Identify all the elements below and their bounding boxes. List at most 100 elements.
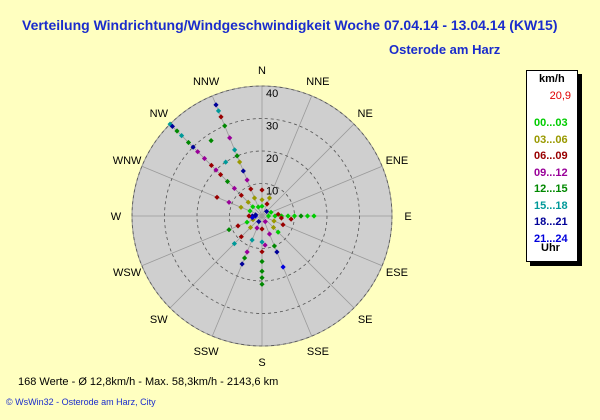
data-point (218, 172, 224, 178)
rose-spoke (261, 215, 313, 337)
rose-spoke (261, 165, 383, 217)
rose-ring (164, 118, 360, 314)
ring-label: 10 (266, 186, 278, 198)
data-point (222, 123, 228, 129)
data-point (169, 123, 175, 129)
direction-label: SE (358, 314, 373, 326)
data-point (259, 275, 265, 281)
data-point (238, 192, 244, 198)
data-point (247, 208, 253, 214)
rose-labels: 10 20 30 40N NNE NE ENE E ESE SE SSE S SSW SW WSW W WNW N… (111, 65, 412, 369)
data-point (238, 234, 244, 240)
direction-label: NNW (193, 76, 220, 88)
data-point (259, 239, 265, 245)
data-point (245, 199, 251, 205)
data-point (259, 203, 265, 209)
data-point (218, 114, 224, 120)
direction-label: NW (150, 108, 169, 120)
data-point (223, 159, 229, 165)
data-point (298, 213, 304, 219)
data-point (255, 204, 261, 210)
direction-label: NE (358, 108, 373, 120)
direction-label: N (258, 65, 266, 77)
rose-ring (131, 85, 393, 347)
data-point (256, 219, 262, 225)
data-point (195, 149, 201, 155)
legend-band: 21...24 (534, 232, 568, 245)
rose-points (167, 102, 317, 287)
data-point (253, 212, 259, 218)
data-point (244, 177, 250, 183)
data-point (190, 144, 196, 150)
data-point (240, 168, 246, 174)
ring-label: 20 (266, 153, 278, 165)
direction-label: E (404, 211, 411, 223)
data-point (226, 199, 232, 205)
direction-label: WSW (113, 267, 142, 279)
legend-band: 00...03 (534, 117, 568, 129)
data-point (251, 195, 258, 201)
data-point (247, 224, 254, 231)
direction-label: SSW (194, 346, 220, 358)
data-point (291, 213, 298, 219)
data-point (259, 281, 265, 287)
legend-unit: km/h (539, 73, 565, 85)
data-point (238, 204, 244, 210)
data-point (239, 261, 245, 267)
data-point (235, 223, 241, 229)
speed-legend: km/h 20,9 00...03 03...06 06...09 09...12 12… (526, 70, 578, 262)
data-point (237, 159, 243, 165)
data-point (280, 222, 286, 228)
direction-label: NNE (306, 76, 329, 88)
data-point (259, 197, 265, 203)
data-point (185, 139, 192, 146)
data-point (264, 208, 270, 214)
direction-label: S (258, 357, 265, 369)
ring-label: 30 (266, 121, 278, 133)
data-point (201, 155, 208, 162)
direction-label: SW (150, 314, 168, 326)
direction-label: SSE (307, 346, 329, 358)
direction-label: ENE (386, 155, 409, 167)
data-point (266, 231, 273, 237)
legend-band: 18...21 (534, 216, 568, 228)
data-point (304, 213, 311, 219)
data-point (262, 242, 268, 248)
data-point (262, 219, 268, 225)
data-point (234, 153, 240, 159)
data-point (259, 226, 265, 232)
data-point (259, 258, 265, 265)
direction-label: WNW (113, 155, 142, 167)
data-point (213, 102, 219, 108)
data-point (288, 216, 294, 222)
software-credit: © WsWin32 - Osterode am Harz, City (6, 397, 156, 407)
data-point (259, 268, 265, 274)
data-point (285, 213, 291, 219)
data-point (214, 194, 220, 200)
data-point (226, 227, 232, 233)
data-point (227, 135, 233, 141)
rose-spoke (141, 215, 263, 267)
legend-band: 12...15 (534, 183, 568, 195)
data-point (213, 167, 219, 173)
legend-band: 09...12 (534, 166, 568, 179)
data-point (259, 187, 265, 193)
data-point (248, 186, 254, 192)
data-point (224, 178, 231, 185)
data-point (271, 243, 277, 249)
data-point (249, 215, 255, 221)
data-point (264, 201, 270, 207)
data-point (275, 229, 281, 235)
data-point (242, 255, 248, 261)
data-point (275, 211, 281, 217)
data-point (244, 249, 250, 255)
legend-band: 15...18 (534, 199, 568, 212)
data-point (311, 213, 317, 219)
legend-footer: Uhr (541, 242, 560, 254)
data-point (179, 133, 185, 139)
data-point (270, 224, 277, 231)
data-point (215, 108, 222, 114)
data-point (250, 204, 256, 210)
data-point (232, 147, 238, 153)
